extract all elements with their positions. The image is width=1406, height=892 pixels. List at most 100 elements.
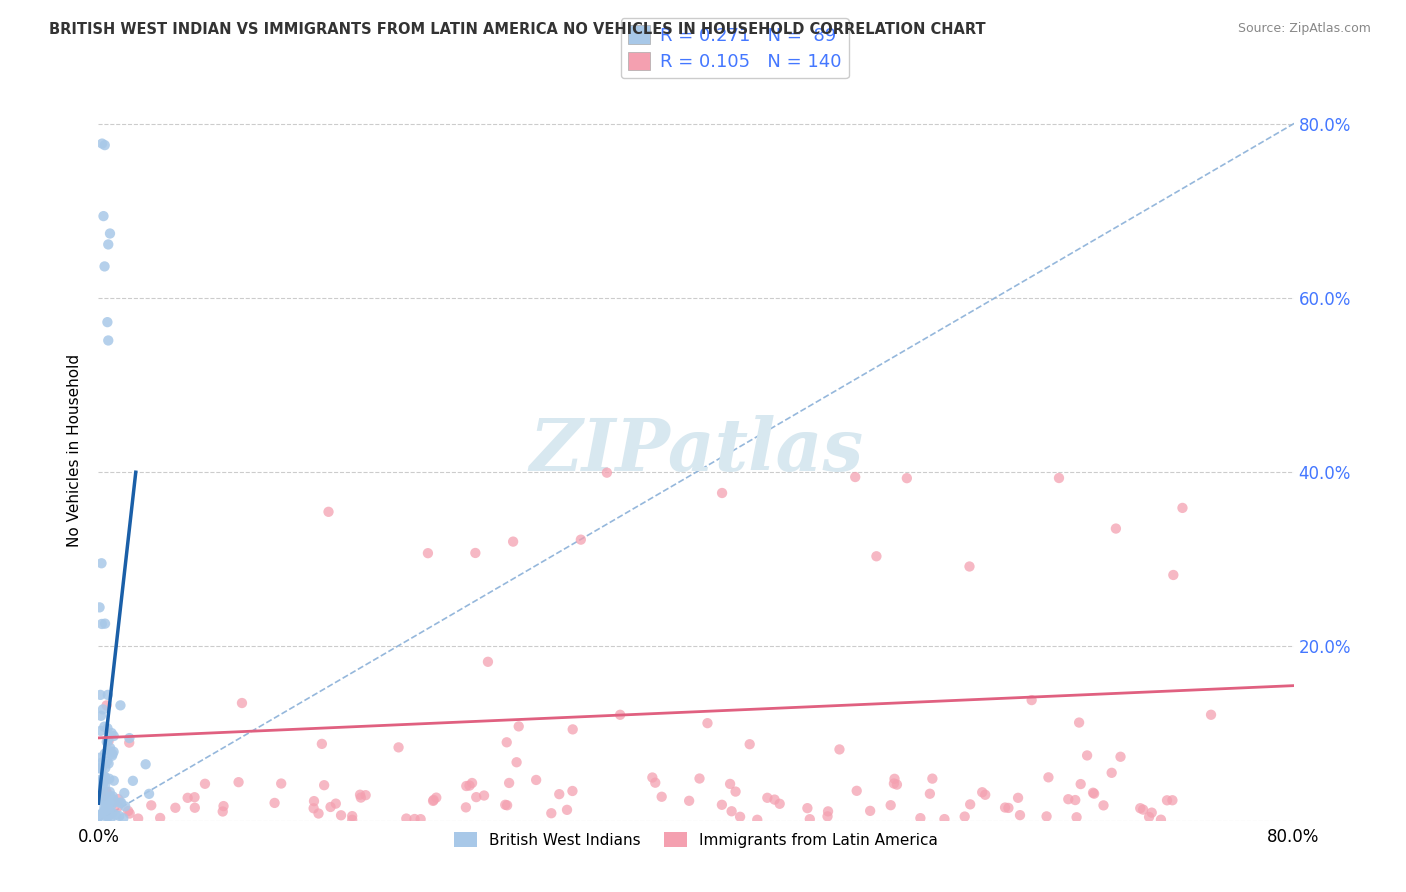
Point [425,790,447,805]
Point [107,792,129,806]
Point [101,747,124,761]
Point [91,784,114,798]
Point [959,797,981,812]
Point [641,771,664,785]
Point [844,470,866,484]
Point [263,796,285,810]
Point [89,688,111,702]
Point [89,761,111,775]
Point [91,702,114,716]
Point [472,789,495,803]
Text: ZIPatlas: ZIPatlas [529,415,863,486]
Point [96,721,118,735]
Point [728,810,751,824]
Point [118,736,141,750]
Point [94,770,117,784]
Point [135,757,157,772]
Point [96,698,118,713]
Point [89,809,111,823]
Point [508,719,530,733]
Point [93,209,115,223]
Point [540,806,562,821]
Point [176,790,198,805]
Point [456,779,478,793]
Point [127,812,149,826]
Point [756,790,779,805]
Point [1129,801,1152,815]
Point [828,742,851,756]
Point [994,800,1017,814]
Point [569,533,592,547]
Point [1066,810,1088,824]
Point [98,227,121,241]
Point [720,804,742,818]
Point [689,772,711,786]
Point [340,809,363,823]
Point [318,505,340,519]
Point [1035,809,1057,823]
Point [183,790,205,805]
Point [90,708,112,723]
Point [97,792,120,806]
Point [718,777,741,791]
Point [953,809,976,823]
Point [1083,787,1105,801]
Point [1161,793,1184,807]
Point [91,778,114,792]
Point [404,812,426,826]
Point [184,801,207,815]
Point [350,790,373,805]
Point [100,726,122,740]
Point [96,755,118,769]
Point [91,136,114,151]
Point [1007,790,1029,805]
Point [644,775,666,789]
Point [454,800,477,814]
Point [118,806,141,821]
Point [974,788,997,802]
Point [90,616,112,631]
Point [97,810,120,824]
Point [228,775,250,789]
Point [724,784,747,798]
Point [101,748,124,763]
Point [89,750,111,764]
Point [865,549,887,564]
Point [149,811,172,825]
Point [211,805,233,819]
Point [94,616,117,631]
Point [90,761,112,775]
Point [97,732,120,747]
Point [110,796,132,810]
Point [98,789,121,804]
Point [96,735,118,749]
Point [94,771,117,785]
Point [883,776,905,790]
Point [696,716,718,731]
Point [97,237,120,252]
Point [747,813,769,827]
Point [93,720,115,734]
Point [118,731,141,745]
Point [89,809,111,823]
Point [212,799,235,814]
Point [711,486,734,500]
Point [93,260,115,274]
Point [89,786,111,800]
Point [477,655,499,669]
Point [114,799,136,814]
Point [96,803,118,817]
Point [1067,715,1090,730]
Point [302,801,325,815]
Point [505,756,527,770]
Point [495,735,517,749]
Point [98,744,121,758]
Point [89,808,111,822]
Point [138,787,160,801]
Point [107,800,129,814]
Point [710,797,733,812]
Point [98,785,121,799]
Point [90,723,112,738]
Point [465,790,488,805]
Point [1163,568,1185,582]
